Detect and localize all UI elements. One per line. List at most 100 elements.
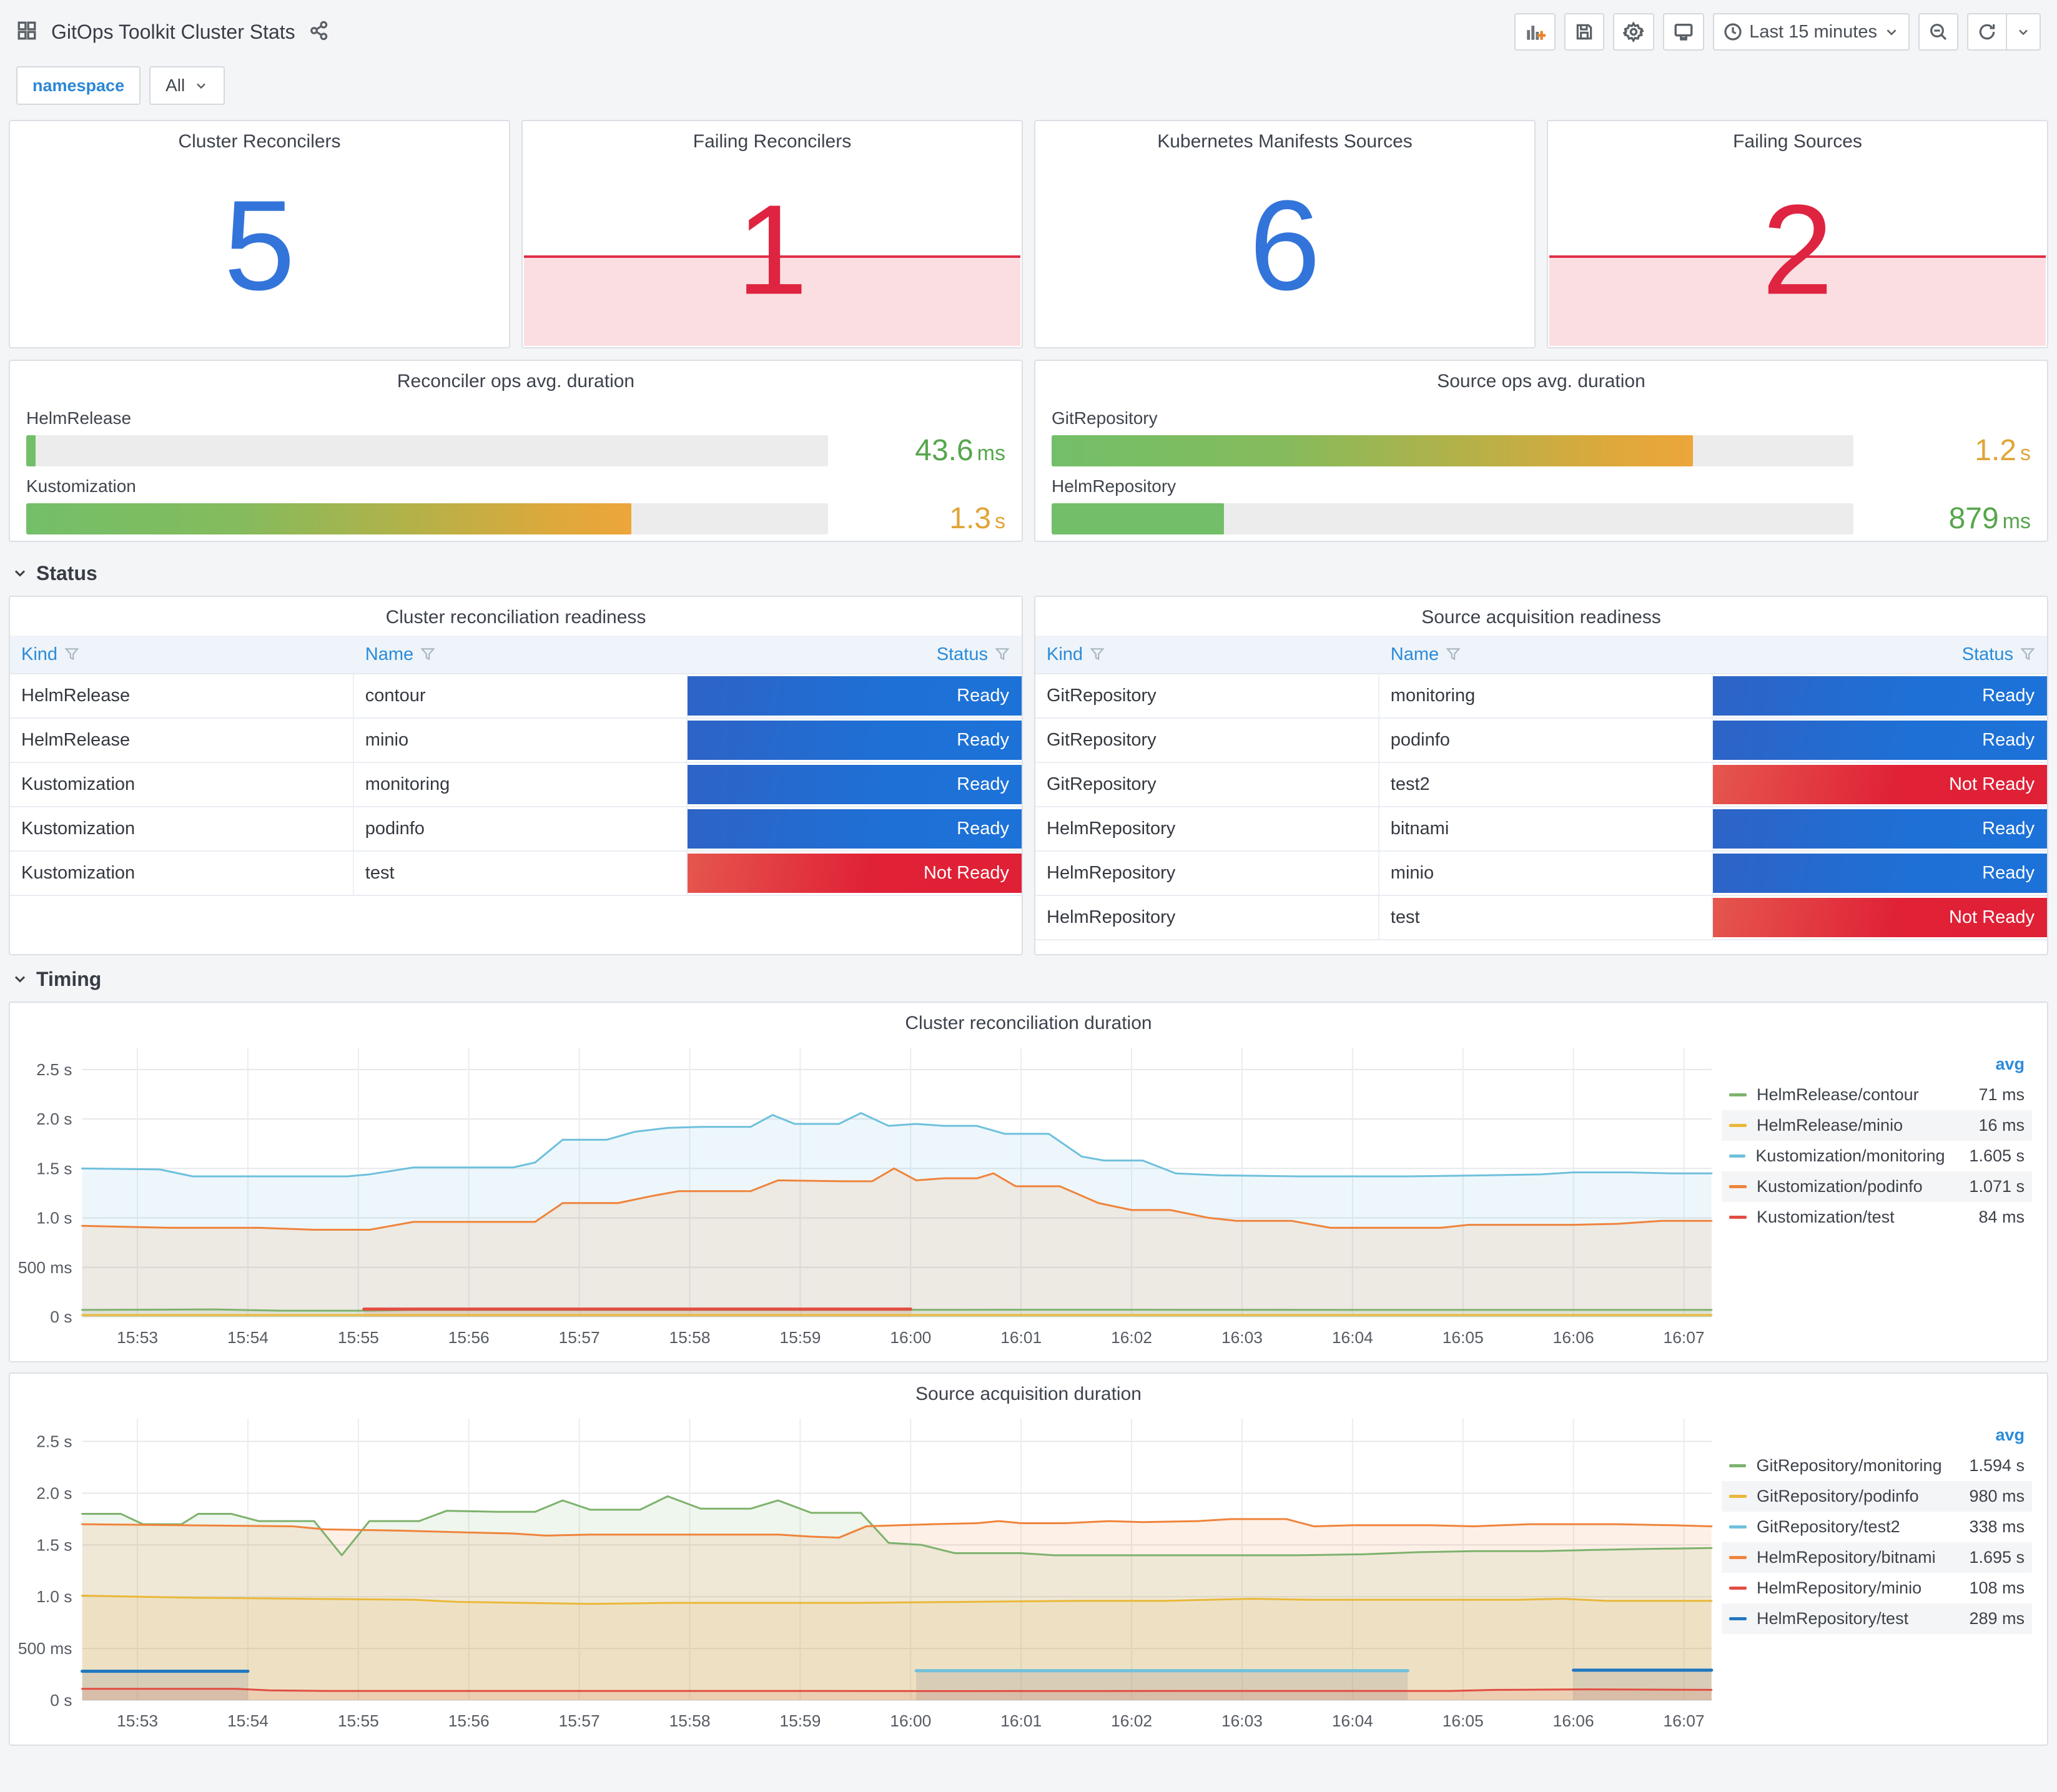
series-color-dash xyxy=(1729,1587,1747,1590)
legend-series-avg: 108 ms xyxy=(1969,1578,2025,1597)
gauge-bar xyxy=(26,503,632,534)
svg-text:15:55: 15:55 xyxy=(338,1328,379,1347)
svg-text:15:53: 15:53 xyxy=(117,1711,158,1730)
svg-text:2.5 s: 2.5 s xyxy=(36,1060,72,1079)
panel-source-acquisition-duration: Source acquisition duration 0 s 500 ms 1.0… xyxy=(9,1372,2048,1746)
filter-funnel-icon[interactable] xyxy=(1445,646,1461,662)
namespace-filter-label[interactable]: namespace xyxy=(16,66,141,105)
cell-name: test xyxy=(1379,896,1714,939)
gauge-value: 1.3 s xyxy=(949,502,1005,535)
apps-grid-icon[interactable] xyxy=(16,20,37,44)
series-color-dash xyxy=(1729,1185,1747,1188)
svg-text:15:56: 15:56 xyxy=(448,1711,490,1730)
svg-text:16:00: 16:00 xyxy=(890,1711,931,1730)
status-badge: Ready xyxy=(688,676,1022,716)
column-header-kind[interactable]: Kind xyxy=(1035,644,1379,665)
chevron-down-icon xyxy=(1887,29,1897,36)
legend-series-avg: 71 ms xyxy=(1978,1085,2025,1104)
column-header-status[interactable]: Status xyxy=(1713,644,2047,665)
zoom-out-button[interactable] xyxy=(1918,13,1958,51)
filter-funnel-icon[interactable] xyxy=(420,646,436,662)
column-header-kind[interactable]: Kind xyxy=(10,644,354,665)
svg-text:16:02: 16:02 xyxy=(1111,1328,1152,1347)
svg-text:16:07: 16:07 xyxy=(1664,1711,1705,1730)
cycle-view-button[interactable] xyxy=(1663,13,1705,51)
section-timing[interactable]: Timing xyxy=(9,960,2048,1002)
stat-value: 6 xyxy=(1249,174,1321,317)
cell-kind: HelmRepository xyxy=(1035,896,1379,939)
legend-series-name[interactable]: GitRepository/podinfo xyxy=(1757,1487,1919,1505)
add-panel-button[interactable] xyxy=(1514,13,1556,51)
svg-text:16:01: 16:01 xyxy=(1000,1328,1042,1347)
gauge-value: 879 ms xyxy=(1948,502,2031,535)
svg-text:1.0 s: 1.0 s xyxy=(36,1209,72,1228)
svg-text:2.5 s: 2.5 s xyxy=(36,1432,72,1451)
settings-button[interactable] xyxy=(1613,13,1655,51)
panel-title: Reconciler ops avg. duration xyxy=(397,371,635,391)
legend-item-gitrepository-test2: GitRepository/test2 338 ms xyxy=(1722,1512,2032,1542)
legend-series-name[interactable]: HelmRelease/contour xyxy=(1757,1085,1919,1104)
legend-series-name[interactable]: Kustomization/test xyxy=(1757,1208,1895,1226)
refresh-interval-dropdown[interactable] xyxy=(2007,13,2041,51)
filter-funnel-icon[interactable] xyxy=(994,646,1010,662)
chart-legend: avg GitRepository/monitoring 1.594 s Git… xyxy=(1722,1407,2043,1735)
svg-text:15:58: 15:58 xyxy=(669,1711,711,1730)
filter-funnel-icon[interactable] xyxy=(1089,646,1105,662)
gauge-row-helmrelease: HelmRelease 43.6 ms xyxy=(26,408,1005,468)
cell-name: contour xyxy=(354,674,688,717)
column-header-name[interactable]: Name xyxy=(354,644,688,665)
svg-text:2.0 s: 2.0 s xyxy=(36,1484,72,1503)
column-header-name[interactable]: Name xyxy=(1379,644,1714,665)
stat-value: 5 xyxy=(224,174,295,317)
timeseries-plot[interactable]: 0 s 500 ms 1.0 s 1.5 s 2.0 s 2.5 s 15:53 15:54 1… xyxy=(11,1036,1722,1352)
panel-title: Cluster reconciliation duration xyxy=(905,1013,1152,1033)
time-range-picker[interactable]: Last 15 minutes xyxy=(1713,13,1910,51)
filter-funnel-icon[interactable] xyxy=(2020,646,2036,662)
page-title: GitOps Toolkit Cluster Stats xyxy=(51,20,295,43)
cell-kind: HelmRepository xyxy=(1035,807,1379,850)
gauge-row-helmrepository: HelmRepository 879 ms xyxy=(1052,476,2031,536)
gauge-value: 43.6 ms xyxy=(915,434,1005,467)
svg-text:16:06: 16:06 xyxy=(1553,1711,1594,1730)
gauge-label: HelmRelease xyxy=(26,408,132,428)
filter-funnel-icon[interactable] xyxy=(64,646,80,662)
cell-name: monitoring xyxy=(1379,674,1714,717)
legend-series-avg: 1.071 s xyxy=(1969,1177,2025,1196)
cell-name: test xyxy=(354,852,688,895)
svg-text:16:04: 16:04 xyxy=(1332,1328,1373,1347)
legend-item-helmrepository-minio: HelmRepository/minio 108 ms xyxy=(1722,1573,2032,1603)
legend-series-name[interactable]: GitRepository/test2 xyxy=(1757,1517,1900,1536)
timeseries-plot[interactable]: 0 s 500 ms 1.0 s 1.5 s 2.0 s 2.5 s 15:53 15:54 1… xyxy=(11,1407,1722,1735)
table-row: HelmRepository minio Ready xyxy=(1035,852,2047,896)
cell-name: minio xyxy=(1379,852,1714,895)
save-dashboard-button[interactable] xyxy=(1564,13,1605,51)
legend-series-name[interactable]: HelmRelease/minio xyxy=(1757,1116,1903,1135)
panel-reconciler-ops-avg-duration: Reconciler ops avg. duration HelmRelease… xyxy=(9,360,1023,542)
table-row: HelmRepository test Not Ready xyxy=(1035,896,2047,940)
gauge-label: Kustomization xyxy=(26,476,136,496)
svg-text:16:05: 16:05 xyxy=(1443,1711,1484,1730)
share-icon[interactable] xyxy=(309,21,329,44)
panel-title: Source acquisition duration xyxy=(915,1384,1142,1404)
table-row: Kustomization test Not Ready xyxy=(10,852,1022,896)
legend-series-name[interactable]: Kustomization/monitoring xyxy=(1755,1146,1945,1165)
legend-series-name[interactable]: HelmRepository/bitnami xyxy=(1757,1548,1936,1567)
legend-item-helmrepository-bitnami: HelmRepository/bitnami 1.695 s xyxy=(1722,1542,2032,1573)
svg-text:16:05: 16:05 xyxy=(1443,1328,1484,1347)
svg-text:1.5 s: 1.5 s xyxy=(36,1159,72,1178)
status-badge: Ready xyxy=(1713,676,2047,716)
legend-series-name[interactable]: HelmRepository/test xyxy=(1757,1609,1909,1628)
namespace-filter-value-dropdown[interactable]: All xyxy=(149,66,225,105)
legend-series-name[interactable]: Kustomization/podinfo xyxy=(1757,1177,1923,1196)
legend-series-name[interactable]: GitRepository/monitoring xyxy=(1756,1456,1942,1475)
table-row: HelmRepository bitnami Ready xyxy=(1035,807,2047,852)
table-header-row: Kind Name Status xyxy=(10,636,1022,674)
refresh-button[interactable] xyxy=(1967,13,2007,51)
svg-text:2.0 s: 2.0 s xyxy=(36,1110,72,1128)
legend-series-name[interactable]: HelmRepository/minio xyxy=(1757,1578,1922,1597)
section-status[interactable]: Status xyxy=(9,554,2048,596)
column-header-status[interactable]: Status xyxy=(688,644,1022,665)
legend-item-helmrelease-minio: HelmRelease/minio 16 ms xyxy=(1722,1110,2032,1141)
cell-kind: HelmRelease xyxy=(10,719,354,762)
legend-series-avg: 338 ms xyxy=(1969,1517,2025,1536)
